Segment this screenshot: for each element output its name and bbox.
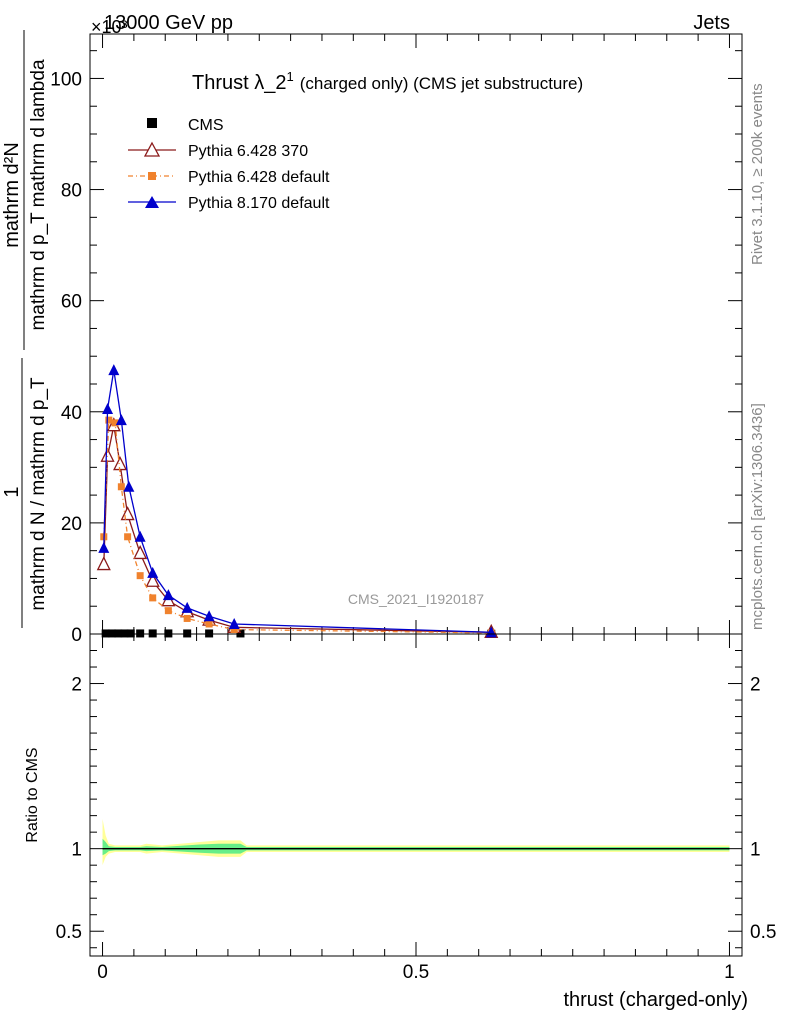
data-point bbox=[181, 601, 193, 613]
data-point bbox=[205, 620, 213, 628]
data-point bbox=[105, 416, 113, 424]
legend-py8-label: Pythia 8.170 default bbox=[188, 195, 330, 212]
data-point bbox=[136, 572, 144, 580]
ratio-band-inner bbox=[102, 838, 730, 856]
data-point bbox=[101, 629, 110, 638]
x-axis-label: thrust (charged-only) bbox=[563, 989, 748, 1011]
data-point bbox=[120, 506, 135, 521]
legend-py6-default-label: Pythia 6.428 default bbox=[188, 169, 330, 186]
exponent-label: ×10³ bbox=[91, 17, 128, 37]
ylabel-numerator: mathrm d²N bbox=[1, 142, 23, 248]
legend-py6-370-marker bbox=[143, 141, 161, 157]
series-line bbox=[103, 370, 492, 633]
data-point bbox=[117, 483, 125, 491]
data-point bbox=[102, 403, 114, 414]
data-point bbox=[126, 629, 135, 638]
legend-py8-marker bbox=[145, 196, 159, 208]
data-point bbox=[228, 618, 240, 629]
data-point bbox=[96, 556, 111, 571]
main-y-tick-label: 20 bbox=[61, 514, 82, 535]
data-point bbox=[133, 544, 148, 560]
data-point bbox=[164, 629, 173, 638]
data-point bbox=[107, 629, 116, 638]
ratio-y-tick-label: 0.5 bbox=[56, 922, 82, 943]
legend-cms-label: CMS bbox=[188, 117, 224, 134]
data-point bbox=[124, 533, 132, 541]
plot-title: Thrust λ_21 (charged only) (CMS jet subst… bbox=[192, 69, 583, 94]
ratio-y-tick-label: 1 bbox=[71, 840, 82, 861]
main-axis-ticks: 0 20 40 60 80 100 bbox=[50, 34, 742, 646]
ratio-y-tick-label: 2 bbox=[71, 675, 82, 696]
legend: CMS Pythia 6.428 370 Pythia 6.428 defaul… bbox=[128, 117, 330, 212]
data-point bbox=[147, 566, 159, 578]
legend-cms-marker bbox=[147, 118, 157, 128]
energy-label: 13000 GeV pp bbox=[104, 12, 233, 34]
main-y-tick-label: 80 bbox=[61, 181, 82, 202]
main-y-axis-label: 1 mathrm d N / mathrm d p_T mathrm d²N m… bbox=[1, 30, 49, 628]
ratio-band-outer bbox=[102, 818, 730, 866]
main-y-tick-label: 60 bbox=[61, 292, 82, 313]
ratio-plot-frame bbox=[89, 633, 743, 957]
ratio-band-layer bbox=[102, 818, 730, 866]
data-point bbox=[148, 629, 157, 638]
plot-title-main: Thrust λ_2 bbox=[192, 72, 286, 94]
data-point bbox=[108, 364, 120, 376]
data-point bbox=[485, 626, 497, 638]
plot-title-sup: 1 bbox=[286, 69, 293, 84]
main-y-tick-label: 0 bbox=[71, 625, 82, 646]
data-point bbox=[236, 629, 245, 638]
ylabel-prefactor-den: mathrm d N / mathrm d p_T bbox=[28, 377, 49, 611]
data-point bbox=[162, 589, 174, 601]
analysis-id: CMS_2021_I1920187 bbox=[348, 591, 484, 607]
ratio-axis-ticks: 0.5 0.5 1 1 2 2 0 0.5 1 bbox=[56, 634, 776, 983]
data-point bbox=[134, 530, 146, 542]
plot-title-tail: (charged only) (CMS jet substructure) bbox=[300, 74, 583, 93]
data-point bbox=[145, 572, 160, 587]
main-y-tick-label: 40 bbox=[61, 403, 82, 424]
ratio-y-axis-label: Ratio to CMS bbox=[24, 747, 41, 842]
ratio-y-tick-label-right: 2 bbox=[750, 675, 761, 696]
ylabel-denominator: mathrm d p_T mathrm d lambda bbox=[28, 59, 49, 330]
data-point bbox=[120, 629, 129, 638]
ratio-y-tick-label-right: 0.5 bbox=[750, 922, 776, 943]
data-point bbox=[203, 610, 215, 622]
legend-py6-370-label: Pythia 6.428 370 bbox=[188, 143, 308, 160]
data-point bbox=[164, 607, 172, 615]
legend-py6-default-marker bbox=[148, 172, 156, 180]
data-point bbox=[114, 629, 123, 638]
data-point bbox=[230, 626, 238, 634]
category-label: Jets bbox=[693, 12, 730, 34]
x-tick-label: 1 bbox=[724, 962, 735, 983]
ylabel-prefactor: 1 bbox=[1, 486, 23, 497]
data-point bbox=[115, 414, 127, 426]
data-point bbox=[205, 629, 214, 638]
x-tick-label: 0.5 bbox=[403, 962, 429, 983]
data-point bbox=[183, 629, 192, 638]
x-tick-label: 0 bbox=[97, 962, 108, 983]
data-point bbox=[136, 629, 145, 638]
data-point bbox=[183, 614, 191, 622]
data-point bbox=[123, 480, 135, 492]
main-y-tick-label: 100 bbox=[50, 69, 82, 90]
ratio-y-tick-label-right: 1 bbox=[750, 840, 761, 861]
side-label-bottom: mcplots.cern.ch [arXiv:1306.3436] bbox=[749, 403, 766, 630]
data-point bbox=[149, 594, 157, 602]
data-point bbox=[111, 419, 119, 427]
side-label-top: Rivet 3.1.10, ≥ 200k events bbox=[749, 83, 766, 265]
data-point bbox=[98, 541, 110, 553]
